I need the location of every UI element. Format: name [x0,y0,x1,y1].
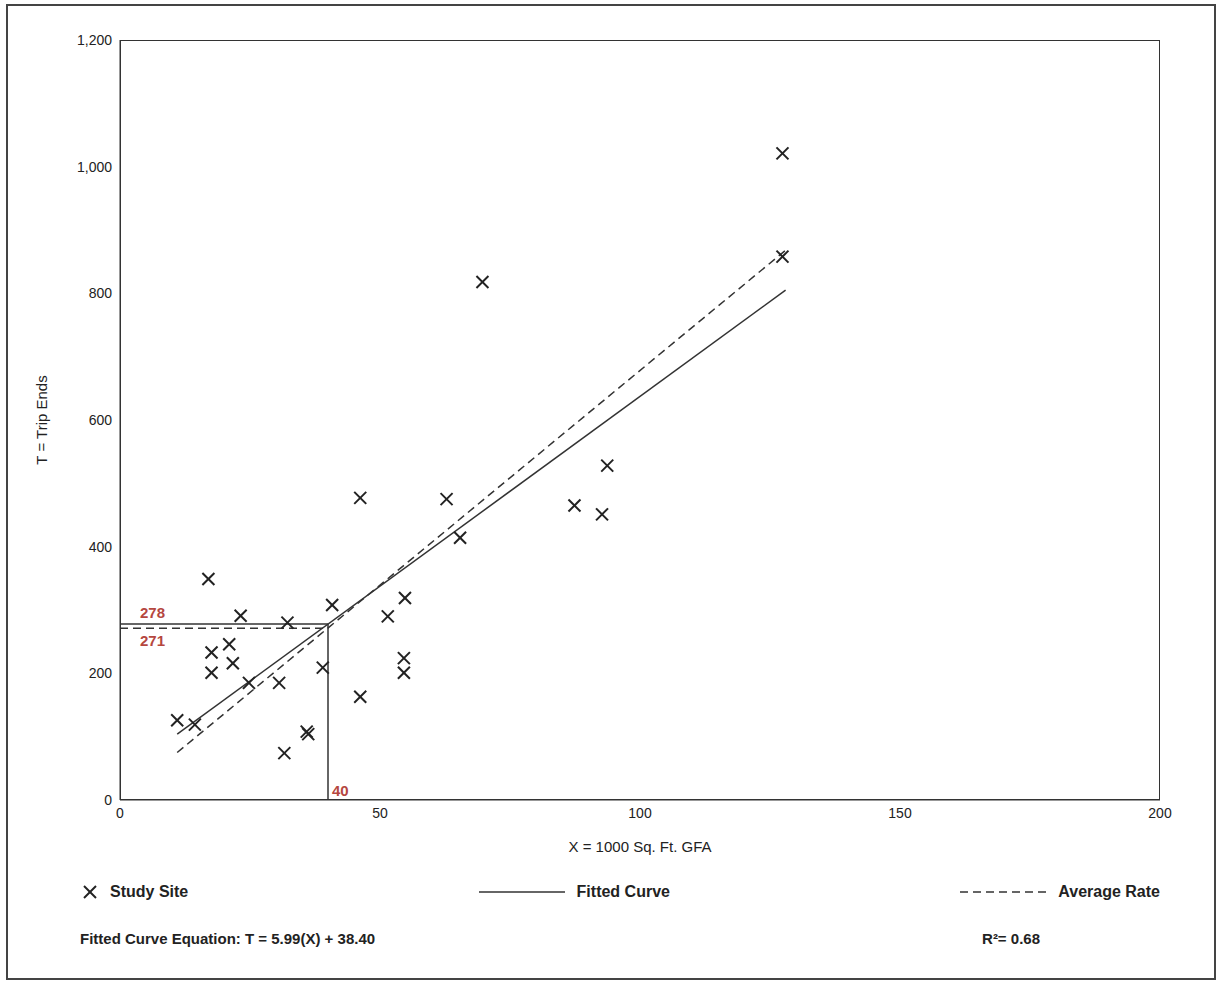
svg-text:200: 200 [89,665,113,681]
svg-text:271: 271 [140,632,165,649]
svg-text:400: 400 [89,539,113,555]
svg-text:0: 0 [104,792,112,808]
svg-text:600: 600 [89,412,113,428]
svg-text:800: 800 [89,285,113,301]
html-text:Average Rate: Average Rate [1058,883,1160,900]
svg-text:278: 278 [140,604,165,621]
html-text:R²= 0.68: R²= 0.68 [982,930,1040,947]
html-text:Fitted Curve: Fitted Curve [576,883,670,900]
svg-text:100: 100 [628,805,652,821]
svg-text:150: 150 [888,805,912,821]
svg-text:200: 200 [1148,805,1172,821]
svg-text:0: 0 [116,805,124,821]
html-text:Study Site: Study Site [110,883,189,900]
svg-text:1,000: 1,000 [77,159,112,175]
svg-text:T = Trip Ends: T = Trip Ends [33,375,50,464]
svg-text:X = 1000 Sq. Ft. GFA: X = 1000 Sq. Ft. GFA [569,838,712,855]
svg-text:40: 40 [332,782,349,799]
svg-text:1,200: 1,200 [77,32,112,48]
svg-text:50: 50 [372,805,388,821]
html-text:Fitted Curve Equation: T = 5.9: Fitted Curve Equation: T = 5.99(X) + 38.… [80,930,376,947]
